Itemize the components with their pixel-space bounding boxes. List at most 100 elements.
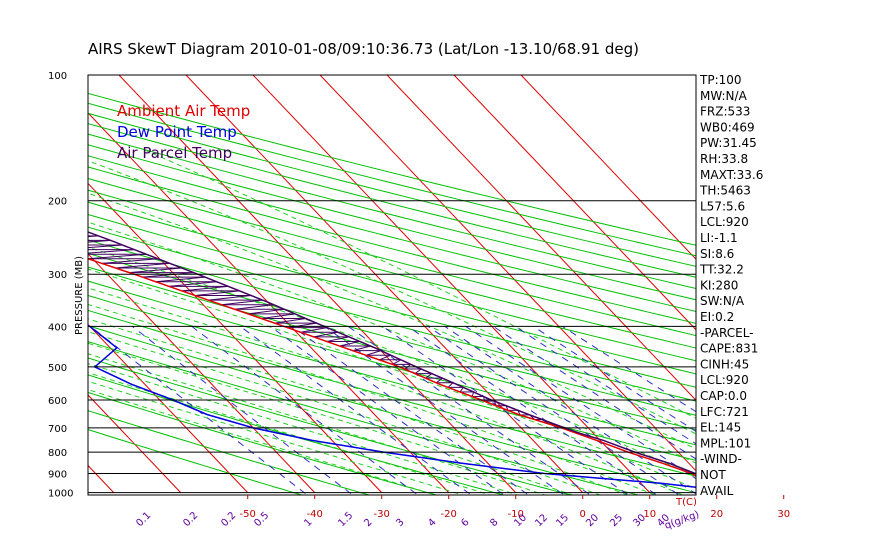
cape-hatch-diagonal — [195, 290, 240, 297]
bottom-temp-tick-label: -20 — [441, 509, 457, 520]
cape-hatch-diagonal — [0, 208, 24, 213]
dry-adiabat — [88, 189, 696, 349]
dry-adiabat — [88, 123, 696, 278]
dry-adiabat — [88, 177, 696, 337]
pressure-tick-label: 200 — [48, 197, 67, 208]
dry-adiabat — [88, 325, 696, 494]
pressure-tick-label: 800 — [48, 448, 67, 459]
mixing-ratio-line — [292, 325, 530, 495]
pressure-tick-label: 500 — [48, 363, 67, 374]
dry-adiabat — [88, 374, 506, 495]
dry-adiabat — [88, 239, 696, 402]
stat-line: L57:5.6 — [700, 199, 745, 213]
cape-hatch-diagonal — [88, 244, 123, 249]
stat-line: MPL:101 — [700, 436, 751, 450]
moist-adiabat — [88, 380, 465, 495]
mixing-ratio-tick-label: 25 — [608, 512, 625, 529]
bottom-temp-tick-label: 20 — [710, 509, 723, 520]
isotherm-line — [88, 323, 249, 493]
cape-hatch-diagonal — [21, 231, 86, 236]
mixing-ratio-tick-label: 15 — [554, 512, 571, 529]
bottom-temp-tick-label: 10 — [643, 509, 656, 520]
stat-line: SI:8.6 — [700, 247, 734, 261]
cape-hatch-diagonal — [168, 281, 217, 287]
mixing-ratio-line — [562, 325, 696, 413]
isotherm-line — [520, 75, 696, 260]
pressure-tick-label: 700 — [48, 424, 67, 435]
moist-adiabat — [88, 246, 696, 478]
pressure-tick-label: 600 — [48, 396, 67, 407]
stat-line: FRZ:533 — [700, 105, 750, 119]
cape-hatch-diagonal — [326, 336, 350, 342]
stat-line: WB0:469 — [700, 120, 755, 134]
dry-adiabat — [88, 144, 696, 301]
isotherm-line — [88, 112, 450, 493]
mixing-ratio-tick-label: 0.2 — [219, 510, 238, 529]
mixing-ratio-line — [465, 325, 696, 480]
stat-line: TT:32.2 — [699, 263, 744, 277]
isotherm-line — [185, 75, 584, 493]
isotherm-line — [453, 75, 696, 331]
stat-line: EI:0.2 — [700, 310, 734, 324]
mixing-ratio-tick-label: 0.1 — [134, 510, 153, 529]
temp-unit-label: T(C) — [675, 497, 697, 508]
dry-adiabat — [88, 213, 696, 375]
moist-adiabat — [88, 192, 696, 450]
mixing-ratio-line — [270, 325, 506, 495]
isotherm-line — [0, 75, 47, 493]
pressure-tick-label: 300 — [48, 270, 67, 281]
dry-adiabat — [88, 341, 641, 495]
mixing-ratio-line — [131, 326, 354, 495]
stat-line: AVAIL — [700, 484, 734, 498]
isotherm-line — [88, 394, 182, 493]
cape-hatch-diagonal — [459, 387, 464, 393]
stat-line: NOT — [700, 468, 726, 482]
cape-hatch-diagonal — [115, 262, 170, 269]
moist-adiabat — [88, 389, 438, 495]
plot-border — [87, 74, 697, 496]
cape-hatch-diagonal — [392, 359, 402, 365]
pressure-tick-label: 900 — [48, 469, 67, 480]
dry-adiabat — [88, 410, 371, 495]
y-axis-label: PRESSURE (MB) — [74, 256, 85, 335]
cape-hatch-diagonal — [0, 204, 12, 209]
legend-entry: Ambient Air Temp — [117, 102, 250, 120]
cape-hatch-diagonal — [352, 345, 371, 352]
cape-hatch-diagonal — [88, 253, 147, 260]
mixing-ratio-line — [240, 325, 473, 495]
dry-adiabat — [88, 252, 696, 416]
mixing-ratio-tick-label: 8 — [488, 517, 500, 529]
cape-hatch-diagonal — [0, 217, 49, 222]
pressure-tick-label: 400 — [48, 322, 67, 333]
mixing-ratio-tick-label: 20 — [584, 512, 601, 529]
mixing-ratio-line — [407, 325, 658, 495]
bottom-temp-tick-label: -30 — [374, 509, 390, 520]
bottom-temp-tick-label: -50 — [240, 509, 256, 520]
legend-entry: Dew Point Temp — [117, 123, 237, 141]
stat-line: CINH:45 — [700, 357, 749, 371]
mixing-ratio-tick-label: 0.2 — [181, 510, 200, 529]
cape-hatch-diagonal — [101, 258, 159, 264]
cape-hatch-diagonal — [208, 295, 252, 301]
stat-line: EL:145 — [700, 421, 741, 435]
stat-line: MW:N/A — [700, 89, 748, 103]
cape-hatch-diagonal — [300, 327, 328, 333]
bottom-temp-tick-label: -10 — [508, 509, 524, 520]
cape-hatch-diagonal — [313, 331, 339, 338]
cape-hatch-diagonal — [234, 304, 274, 310]
mixing-ratio-line — [444, 325, 696, 495]
legend: Ambient Air Temp Dew Point Temp Air Parcel… — [117, 102, 250, 162]
stat-line: -PARCEL- — [700, 326, 754, 340]
series-air-parcel-temp — [88, 231, 696, 475]
cape-hatch-diagonal — [471, 391, 475, 397]
stat-line: CAP:0.0 — [700, 389, 747, 403]
dry-adiabat — [88, 266, 696, 431]
stat-line: SW:N/A — [700, 294, 745, 308]
bottom-temp-tick-label: 0 — [580, 509, 586, 520]
isotherm-line — [386, 75, 696, 401]
stat-line: RH:33.8 — [700, 152, 748, 166]
series-ambient-air-temp — [88, 257, 696, 477]
moist-adiabat — [88, 221, 696, 464]
